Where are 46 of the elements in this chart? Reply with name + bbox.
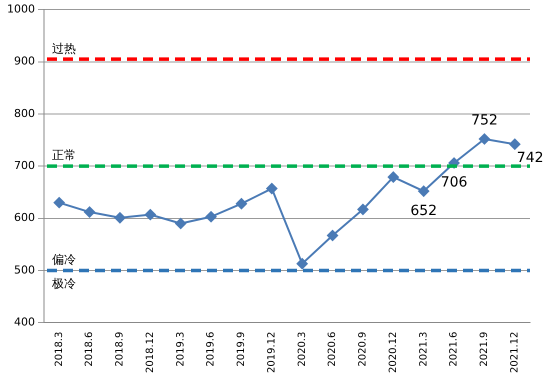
x-tick-label: 2018.3 xyxy=(54,332,65,367)
data-label: 752 xyxy=(471,112,498,129)
point xyxy=(236,198,247,210)
point xyxy=(418,186,430,197)
x-tick-label: 2020.9 xyxy=(358,332,369,367)
x-tick-label: 2020.3 xyxy=(296,332,308,367)
x-tick-label: 2021.9 xyxy=(479,332,490,367)
point xyxy=(357,204,368,215)
y-tick-label: 400 xyxy=(14,316,35,329)
data-label: 742 xyxy=(516,150,544,166)
x-tick-label: 2018.9 xyxy=(114,332,126,367)
ref-line-label: 过热 xyxy=(52,41,76,56)
annotation: 极冷 xyxy=(50,276,76,291)
point xyxy=(266,183,278,194)
y-tick-label: 1000 xyxy=(6,2,35,16)
point xyxy=(114,212,126,224)
x-tick-label: 2019.9 xyxy=(236,332,248,367)
point xyxy=(388,172,399,183)
data-label: 706 xyxy=(440,174,468,191)
ref-line-label: 偏冷 xyxy=(52,252,76,267)
x-tick-label: 2018.6 xyxy=(84,332,96,367)
y-tick-label: 800 xyxy=(14,106,35,120)
point xyxy=(206,211,217,222)
ref-line-label: 正常 xyxy=(52,148,76,162)
point xyxy=(144,209,156,220)
x-tick-label: 2018.12 xyxy=(144,332,156,374)
point xyxy=(478,133,490,144)
y-tick-label: 500 xyxy=(14,263,35,276)
x-tick-label: 2019.12 xyxy=(266,332,278,374)
point xyxy=(175,218,186,230)
x-tick-label: 2021.6 xyxy=(448,332,460,367)
y-tick-label: 600 xyxy=(14,211,35,224)
y-tick-label: 700 xyxy=(14,158,35,172)
x-tick-label: 2021.12 xyxy=(509,332,520,374)
point xyxy=(54,197,65,208)
point xyxy=(84,206,96,218)
x-tick-label: 2020.12 xyxy=(388,332,399,374)
x-tick-label: 2021.3 xyxy=(418,332,430,367)
point xyxy=(296,258,308,270)
point xyxy=(327,230,338,242)
y-tick-label: 900 xyxy=(14,54,35,68)
x-tick-label: 2020.6 xyxy=(327,332,338,367)
x-tick-label: 2019.3 xyxy=(175,332,186,367)
point xyxy=(509,138,520,150)
x-tick-label: 2019.6 xyxy=(206,332,217,367)
data-label: 652 xyxy=(410,202,438,219)
